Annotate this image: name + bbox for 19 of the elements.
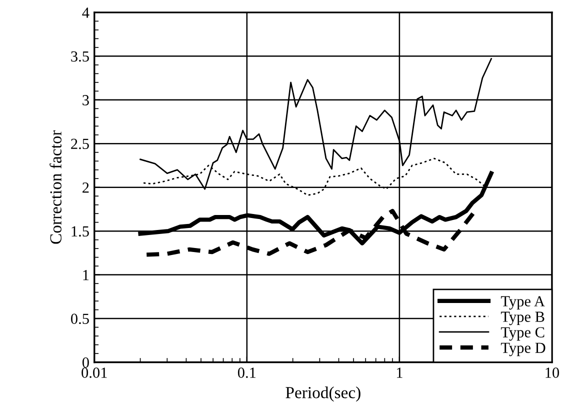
y-tick-label: 3 bbox=[82, 95, 89, 106]
legend-label: Type B bbox=[500, 312, 544, 326]
y-tick-label: 1 bbox=[83, 270, 89, 280]
y-tick-label: 2.5 bbox=[71, 138, 89, 150]
y-axis-title: Correction factor bbox=[50, 130, 62, 244]
legend-label: Type D bbox=[500, 342, 546, 356]
y-tick-label: 0 bbox=[82, 357, 89, 368]
y-tick-label: 3.5 bbox=[71, 51, 89, 62]
x-tick-label: 1 bbox=[396, 368, 402, 378]
y-tick-label: 2 bbox=[82, 182, 89, 193]
legend-label: Type C bbox=[500, 327, 544, 341]
x-tick-label: 10 bbox=[546, 368, 560, 378]
y-tick-label: 1.5 bbox=[72, 226, 89, 237]
x-axis-title: Period(sec) bbox=[286, 386, 360, 402]
x-tick-label: 0.01 bbox=[82, 368, 107, 378]
x-tick-label: 0.1 bbox=[238, 368, 256, 378]
legend-label: Type A bbox=[500, 296, 545, 310]
y-tick-label: 0.5 bbox=[71, 314, 89, 324]
y-tick-label: 4 bbox=[82, 8, 90, 18]
